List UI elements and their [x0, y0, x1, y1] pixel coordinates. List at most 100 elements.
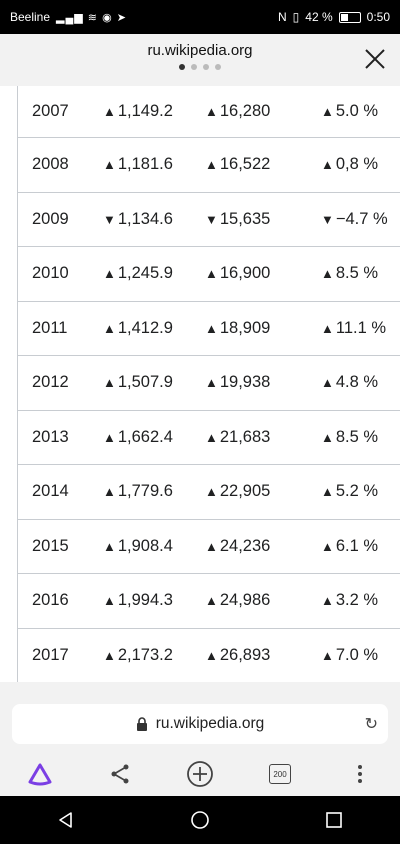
gdp-cell: ▲ 1,507.9: [103, 373, 205, 392]
gdp-table: 2007 ▲ 1,149.2 ▲ 16,280 ▲ 5.0 % 2008 ▲ 1,181.6 ▲ 16…: [17, 86, 400, 682]
per-capita-cell: ▲ 16,280: [205, 102, 321, 121]
per-capita-cell-value: 24,986: [219, 591, 271, 610]
triangle-up-icon: ▲: [103, 593, 116, 609]
page-content[interactable]: 2007 ▲ 1,149.2 ▲ 16,280 ▲ 5.0 % 2008 ▲ 1,181.6 ▲ 16…: [0, 86, 400, 682]
address-bar[interactable]: ru.wikipedia.org ↻: [12, 704, 388, 744]
triangle-up-icon: ▲: [205, 104, 218, 119]
year-cell: 2007: [18, 102, 103, 121]
gdp-cell: ▲ 1,245.9: [103, 264, 205, 283]
table-row: 2016 ▲ 1,994.3 ▲ 24,986 ▲ 3.2 %: [18, 574, 400, 629]
growth-cell: ▲ 4.8 %: [321, 373, 400, 392]
growth-cell: ▲ 0,8 %: [321, 155, 400, 174]
per-capita-cell: ▲ 22,905: [205, 482, 321, 501]
triangle-up-icon: ▲: [103, 647, 116, 663]
alice-button[interactable]: [18, 752, 62, 796]
gdp-cell: ▲ 1,412.9: [103, 319, 205, 338]
share-icon: [111, 764, 129, 784]
browser-top-bar: ru.wikipedia.org: [0, 34, 400, 86]
recents-icon[interactable]: [325, 811, 343, 829]
table-row: 2008 ▲ 1,181.6 ▲ 16,522 ▲ 0,8 %: [18, 138, 400, 193]
page-indicator: [0, 64, 400, 70]
year-cell-value: 2009: [32, 209, 69, 228]
growth-cell: ▲ 5.0 %: [321, 102, 400, 121]
alice-icon: [28, 763, 52, 786]
triangle-up-icon: ▲: [103, 538, 116, 554]
menu-button[interactable]: [338, 752, 382, 796]
home-icon[interactable]: [190, 810, 210, 830]
triangle-up-icon: ▲: [103, 429, 116, 445]
triangle-up-icon: ▲: [205, 593, 218, 609]
triangle-up-icon: ▲: [321, 538, 334, 554]
more-vertical-icon: [358, 765, 362, 783]
growth-cell: ▲ 11.1 %: [321, 319, 400, 338]
reload-icon[interactable]: ↻: [364, 716, 378, 733]
page-dot: [179, 64, 185, 70]
year-cell: 2011: [18, 319, 103, 338]
growth-cell-value: 11.1 %: [335, 318, 387, 337]
gdp-cell: ▲ 1,908.4: [103, 537, 205, 556]
year-cell: 2013: [18, 428, 103, 447]
year-cell: 2015: [18, 537, 103, 556]
per-capita-cell: ▲ 24,236: [205, 537, 321, 556]
year-cell-value: 2016: [32, 591, 69, 610]
year-cell-value: 2008: [32, 155, 69, 174]
triangle-down-icon: ▼: [321, 211, 334, 227]
per-capita-cell: ▲ 18,909: [205, 319, 321, 338]
table-row: 2015 ▲ 1,908.4 ▲ 24,236 ▲ 6.1 %: [18, 520, 400, 574]
tabs-button[interactable]: 200: [258, 752, 302, 796]
growth-cell-value: 8.5 %: [335, 264, 379, 283]
system-nav-bar: [0, 796, 400, 844]
close-icon[interactable]: [364, 48, 386, 70]
gdp-cell: ▲ 1,149.2: [103, 102, 205, 121]
per-capita-cell-value: 26,893: [219, 645, 271, 664]
triangle-up-icon: ▲: [205, 647, 218, 663]
address-text: ru.wikipedia.org: [155, 715, 265, 732]
lock-icon: [136, 717, 147, 731]
triangle-up-icon: ▲: [321, 104, 334, 119]
growth-cell-value: 3.2 %: [335, 591, 379, 610]
year-cell-value: 2015: [32, 536, 69, 555]
year-cell: 2016: [18, 591, 103, 610]
gdp-cell-value: 1,779.6: [117, 482, 173, 501]
gdp-cell-value: 1,507.9: [117, 373, 173, 392]
triangle-up-icon: ▲: [321, 593, 334, 609]
table-row: 2009 ▼ 1,134.6 ▼ 15,635 ▼ −4.7 %: [18, 193, 400, 247]
per-capita-cell-value: 21,683: [219, 427, 271, 446]
growth-cell: ▲ 7.0 %: [321, 646, 400, 665]
per-capita-cell: ▲ 16,522: [205, 155, 321, 174]
triangle-up-icon: ▲: [103, 157, 116, 173]
gdp-cell-value: 1,245.9: [117, 264, 173, 283]
triangle-down-icon: ▼: [103, 211, 116, 227]
gdp-cell: ▲ 1,779.6: [103, 482, 205, 501]
back-icon[interactable]: [57, 811, 75, 829]
triangle-up-icon: ▲: [205, 320, 218, 336]
table-row: 2013 ▲ 1,662.4 ▲ 21,683 ▲ 8.5 %: [18, 411, 400, 465]
triangle-up-icon: ▲: [103, 266, 116, 282]
new-tab-button[interactable]: [178, 752, 222, 796]
table-row: 2011 ▲ 1,412.9 ▲ 18,909 ▲ 11.1 %: [18, 302, 400, 356]
growth-cell-value: 5.2 %: [335, 482, 379, 501]
gdp-cell: ▲ 1,181.6: [103, 155, 205, 174]
triangle-up-icon: ▲: [205, 429, 218, 445]
triangle-up-icon: ▲: [321, 266, 334, 282]
triangle-up-icon: ▲: [205, 484, 218, 500]
table-row: 2014 ▲ 1,779.6 ▲ 22,905 ▲ 5.2 %: [18, 465, 400, 520]
vibrate-icon: ▯: [292, 10, 300, 24]
per-capita-cell-value: 22,905: [219, 482, 271, 501]
carrier-label: Beeline: [10, 10, 51, 24]
growth-cell-value: 5.0 %: [335, 102, 379, 120]
gdp-cell-value: 1,662.4: [117, 427, 173, 446]
triangle-up-icon: ▲: [321, 484, 334, 500]
per-capita-cell: ▲ 24,986: [205, 591, 321, 610]
gdp-cell-value: 2,173.2: [117, 645, 173, 664]
year-cell: 2009: [18, 210, 103, 229]
tabs-count-icon: 200: [269, 764, 291, 784]
triangle-up-icon: ▲: [321, 647, 334, 663]
triangle-up-icon: ▲: [321, 157, 334, 173]
share-button[interactable]: [98, 752, 142, 796]
growth-cell: ▲ 6.1 %: [321, 537, 400, 556]
gdp-cell-value: 1,134.6: [117, 209, 173, 228]
year-cell: 2012: [18, 373, 103, 392]
table-row: 2010 ▲ 1,245.9 ▲ 16,900 ▲ 8.5 %: [18, 247, 400, 302]
year-cell-value: 2010: [32, 264, 69, 283]
